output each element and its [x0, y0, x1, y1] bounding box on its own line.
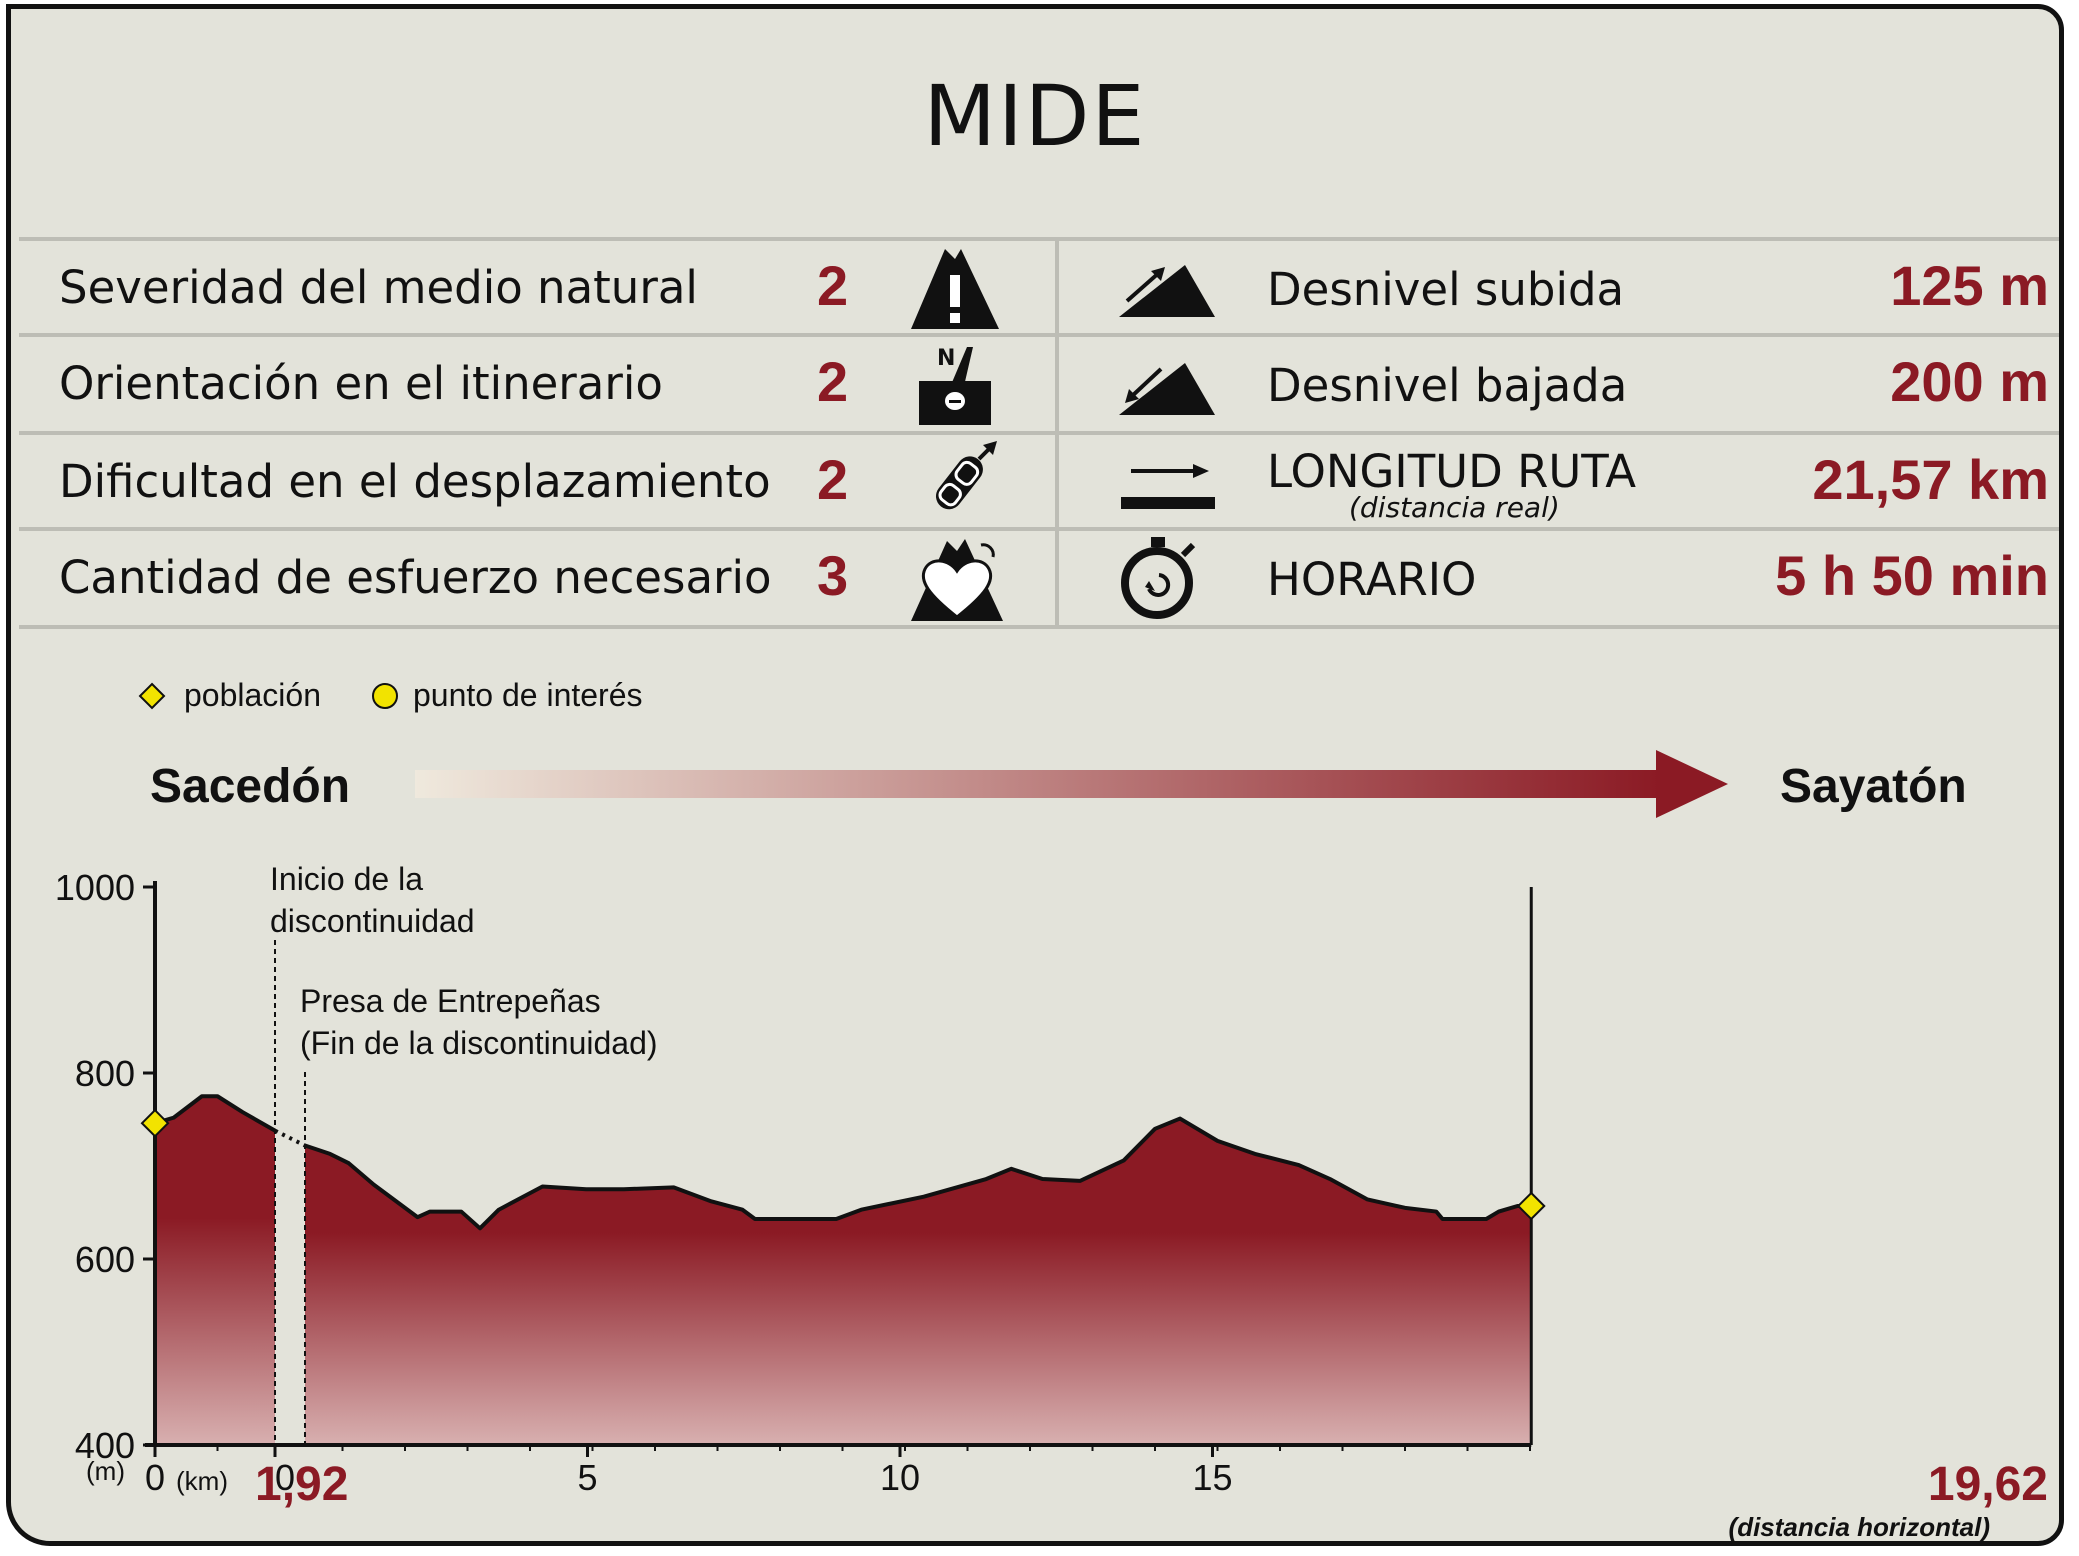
y-tick-label: 800 [75, 1053, 135, 1094]
y-tick-label: 1000 [55, 867, 135, 908]
annotation-text: Presa de Entrepeñas [300, 983, 601, 1019]
mide-table: Severidad del medio natural 2 Desnivel s… [19, 237, 2059, 629]
divider [19, 237, 2059, 241]
town-marker-icon [138, 682, 166, 710]
mide-value: 2 [817, 350, 849, 413]
direction-arrow-icon [415, 750, 1728, 818]
mide-value: 3 [817, 544, 849, 607]
discontinuity-start-value: 1,92 [255, 1458, 348, 1511]
total-distance-value: 19,62 [1928, 1458, 2048, 1511]
divider [19, 625, 2059, 629]
legend-town-label: población [184, 677, 321, 713]
y-tick-label: 400 [75, 1425, 135, 1466]
length-arrow-icon [1121, 464, 1215, 509]
heart-mountain-icon [911, 539, 1003, 621]
stat-label: HORARIO [1267, 553, 1477, 606]
stat-value: 125 m [1890, 254, 2049, 317]
mide-row-dificultad: Dificultad en el desplazamiento 2 LONGIT… [19, 433, 2059, 529]
mide-label: Orientación en el itinerario [59, 357, 663, 410]
town-marker [1516, 1191, 1546, 1221]
x-tick-label: 5 [577, 1457, 597, 1498]
x-tick-label: 10 [880, 1457, 920, 1498]
mide-row-orientacion: Orientación en el itinerario 2 N Desnive… [19, 335, 2059, 431]
stat-label: Desnivel bajada [1267, 359, 1628, 412]
warning-mountain-icon [911, 249, 999, 329]
mide-label: Severidad del medio natural [59, 261, 698, 314]
mide-value: 2 [817, 254, 849, 317]
annotation-text: (Fin de la discontinuidad) [300, 1025, 658, 1061]
poi-marker-icon [372, 683, 398, 709]
route-start-label: Sacedón [150, 760, 350, 813]
page-title: MIDE [923, 67, 1147, 165]
route-end-label: Sayatón [1780, 760, 1967, 813]
descent-icon [1119, 363, 1215, 415]
stat-label: Desnivel subida [1267, 263, 1625, 316]
stat-value: 200 m [1890, 350, 2049, 413]
stat-value: 5 h 50 min [1775, 544, 2049, 607]
x-tick-label: 0 [145, 1457, 165, 1498]
column-divider [1055, 237, 1059, 629]
svg-text:N: N [937, 346, 955, 371]
annotation-text: Inicio de la [270, 861, 423, 897]
town-marker [140, 1108, 170, 1138]
legend: población punto de interés [138, 677, 643, 713]
mide-row-severidad: Severidad del medio natural 2 Desnivel s… [19, 239, 2059, 335]
x-tick-label: 15 [1192, 1457, 1232, 1498]
mide-label: Cantidad de esfuerzo necesario [59, 551, 772, 604]
ascent-icon [1119, 265, 1215, 317]
stat-label: LONGITUD RUTA [1267, 445, 1637, 498]
x-tick-label: 0 [275, 1457, 295, 1498]
mide-row-esfuerzo: Cantidad de esfuerzo necesario 3 HORARIO… [19, 529, 2059, 625]
x-axis-note: (distancia horizontal) [1729, 1512, 1990, 1542]
stat-value: 21,57 km [1812, 448, 2049, 511]
x-axis-unit: (km) [176, 1466, 228, 1496]
y-tick-label: 600 [75, 1239, 135, 1280]
divider [19, 333, 2059, 337]
compass-north-icon: N [919, 346, 991, 425]
divider [19, 527, 2059, 531]
divider [19, 431, 2059, 435]
profile-area-segment [155, 1096, 275, 1445]
discontinuity-gap-line [274, 1128, 306, 1148]
legend-poi-label: punto de interés [413, 677, 643, 713]
profile-line [154, 1094, 276, 1133]
mide-label: Dificultad en el desplazamiento [59, 455, 771, 508]
annotation-text: discontinuidad [270, 903, 475, 939]
mide-value: 2 [817, 448, 849, 511]
stat-sublabel: (distancia real) [1349, 491, 1560, 524]
profile-area-segment [305, 1118, 1532, 1445]
stopwatch-icon [1121, 537, 1196, 619]
profile-line [304, 1116, 1532, 1231]
y-axis-unit: (m) [86, 1456, 125, 1486]
boot-sole-icon [935, 441, 997, 510]
